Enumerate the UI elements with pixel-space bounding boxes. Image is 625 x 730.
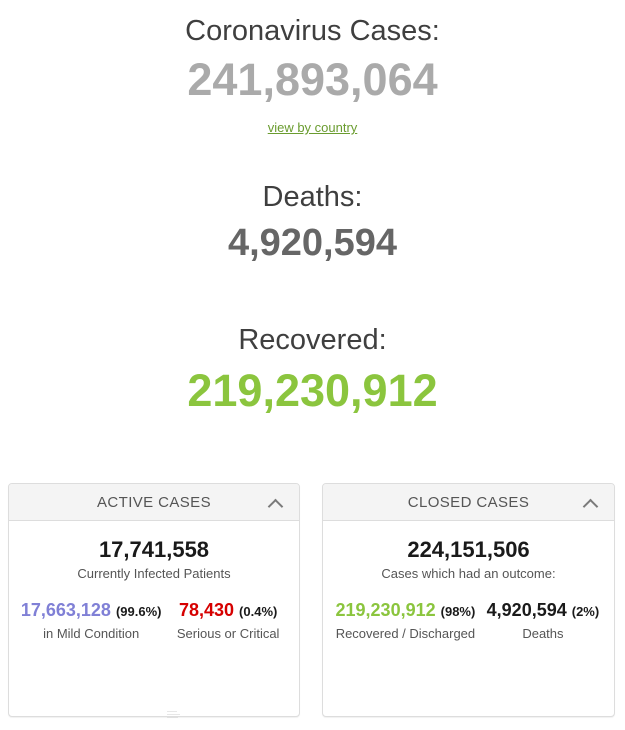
active-cases-panel-body: 17,741,558 Currently Infected Patients 1…	[9, 537, 299, 730]
closed-cases-panel: CLOSED CASES 224,151,506 Cases which had…	[322, 483, 615, 717]
mild-condition-stat: 17,663,128 (99.6%)	[17, 599, 165, 623]
recovered-discharged-label: Recovered / Discharged	[335, 626, 476, 641]
serious-critical-percent: (0.4%)	[239, 604, 278, 619]
closed-deaths-stat: 4,920,594 (2%)	[480, 599, 606, 623]
deaths-section: Deaths: 4,920,594	[0, 181, 625, 266]
recovered-title: Recovered:	[238, 324, 387, 356]
closed-total-count: 224,151,506	[407, 537, 530, 562]
closed-deaths-label: Deaths	[522, 626, 564, 641]
view-by-country-link[interactable]: view by country	[267, 120, 358, 135]
recovered-discharged-column: 219,230,912 (98%) Recovered / Discharged	[331, 599, 480, 642]
collapsed-graph-artifact	[167, 711, 181, 720]
recovered-section: Recovered: 219,230,912	[0, 324, 625, 417]
active-breakdown: 17,663,128 (99.6%) in Mild Condition 78,…	[9, 599, 299, 642]
active-total-count: 17,741,558	[98, 537, 210, 562]
closed-deaths-column: 4,920,594 (2%) Deaths	[480, 599, 606, 642]
cases-title: Coronavirus Cases:	[185, 15, 440, 47]
active-cases-panel: ACTIVE CASES 17,741,558 Currently Infect…	[8, 483, 300, 718]
active-cases-panel-header[interactable]: ACTIVE CASES	[9, 484, 299, 521]
chevron-up-icon[interactable]	[267, 498, 284, 515]
cases-count: 241,893,064	[187, 54, 438, 105]
mild-condition-percent: (99.6%)	[115, 604, 162, 619]
closed-cases-panel-header[interactable]: CLOSED CASES	[323, 484, 614, 521]
recovered-discharged-stat: 219,230,912 (98%)	[331, 599, 480, 623]
closed-cases-panel-title: CLOSED CASES	[407, 493, 530, 511]
closed-deaths-count: 4,920,594	[486, 600, 567, 620]
mild-condition-label: in Mild Condition	[43, 626, 140, 641]
serious-critical-label: Serious or Critical	[176, 626, 280, 641]
mild-condition-count: 17,663,128	[20, 600, 111, 620]
closed-cases-panel-body: 224,151,506 Cases which had an outcome: …	[323, 537, 614, 730]
deaths-count: 4,920,594	[227, 222, 398, 264]
closed-total-label: Cases which had an outcome:	[381, 566, 556, 581]
closed-breakdown: 219,230,912 (98%) Recovered / Discharged…	[323, 599, 614, 642]
recovered-count: 219,230,912	[187, 365, 438, 416]
serious-critical-stat: 78,430 (0.4%)	[165, 599, 291, 623]
cases-section: Coronavirus Cases: 241,893,064 view by c…	[0, 0, 625, 137]
panels-row: ACTIVE CASES 17,741,558 Currently Infect…	[0, 483, 625, 718]
serious-critical-count: 78,430	[178, 600, 235, 620]
active-cases-panel-title: ACTIVE CASES	[97, 493, 211, 511]
serious-critical-column: 78,430 (0.4%) Serious or Critical	[165, 599, 291, 642]
closed-deaths-percent: (2%)	[571, 604, 600, 619]
active-total-label: Currently Infected Patients	[77, 566, 231, 581]
recovered-discharged-count: 219,230,912	[335, 600, 436, 620]
chevron-up-icon[interactable]	[582, 498, 599, 515]
deaths-title: Deaths:	[262, 181, 363, 213]
mild-condition-column: 17,663,128 (99.6%) in Mild Condition	[17, 599, 165, 642]
recovered-discharged-percent: (98%)	[440, 604, 476, 619]
